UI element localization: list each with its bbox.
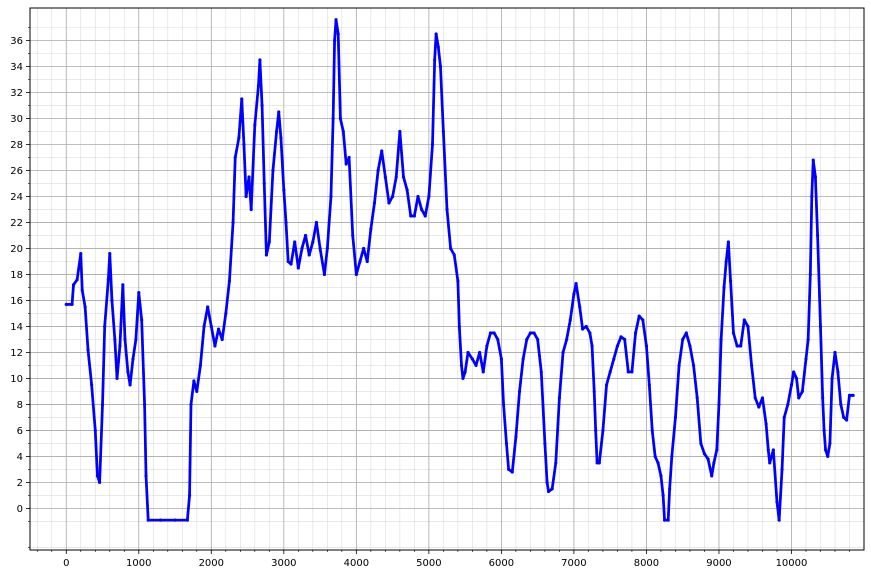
data-points — [64, 18, 855, 522]
minor-grid — [30, 8, 864, 550]
major-grid — [30, 8, 864, 550]
